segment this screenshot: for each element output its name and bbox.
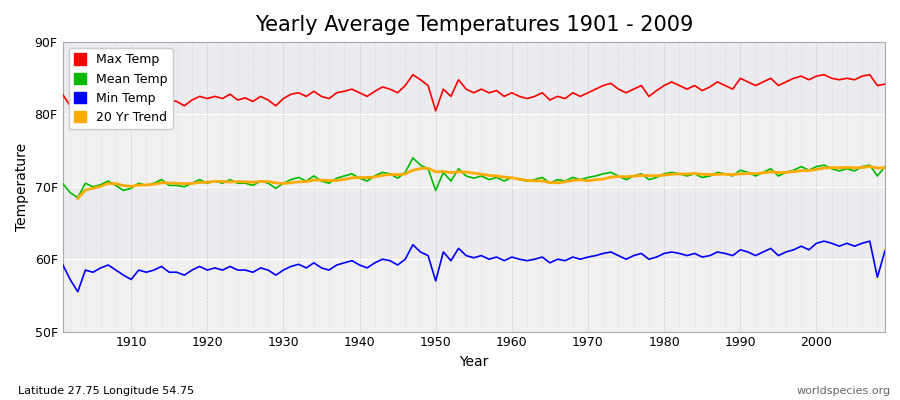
Y-axis label: Temperature: Temperature [15,143,29,231]
Bar [62,42,885,114]
Legend: Max Temp, Mean Temp, Min Temp, 20 Yr Trend: Max Temp, Mean Temp, Min Temp, 20 Yr Tre… [68,48,173,129]
Bar [62,187,885,259]
Text: worldspecies.org: worldspecies.org [796,386,891,396]
X-axis label: Year: Year [459,355,489,369]
Title: Yearly Average Temperatures 1901 - 2009: Yearly Average Temperatures 1901 - 2009 [255,15,693,35]
Text: Latitude 27.75 Longitude 54.75: Latitude 27.75 Longitude 54.75 [18,386,194,396]
